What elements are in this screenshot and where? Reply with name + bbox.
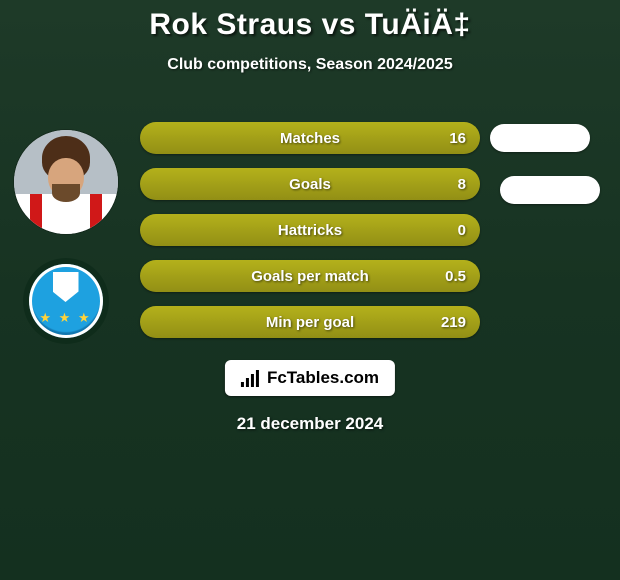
generated-date: 21 december 2024	[0, 414, 620, 434]
stat-value: 16	[449, 122, 466, 154]
stat-value: 219	[441, 306, 466, 338]
stat-label: Min per goal	[140, 306, 480, 338]
stat-label: Goals	[140, 168, 480, 200]
comparison-card: Rok Straus vs TuÄiÄ‡ Club competitions, …	[0, 0, 620, 580]
club-crest: ★ ★ ★	[23, 258, 109, 344]
opponent-pill	[500, 176, 600, 204]
stats-list: Matches 16 Goals 8 Hattricks 0 Goals per…	[140, 122, 480, 352]
stat-label: Goals per match	[140, 260, 480, 292]
opponent-column	[490, 122, 600, 204]
stat-value: 0.5	[445, 260, 466, 292]
stat-label: Matches	[140, 122, 480, 154]
stat-row-matches: Matches 16	[140, 122, 480, 154]
opponent-pill	[490, 124, 590, 152]
stat-value: 8	[458, 168, 466, 200]
stat-row-min-per-goal: Min per goal 219	[140, 306, 480, 338]
page-title: Rok Straus vs TuÄiÄ‡	[0, 0, 620, 42]
stat-row-goals-per-match: Goals per match 0.5	[140, 260, 480, 292]
brand-text: FcTables.com	[267, 368, 379, 388]
stat-row-hattricks: Hattricks 0	[140, 214, 480, 246]
stat-row-goals: Goals 8	[140, 168, 480, 200]
subtitle: Club competitions, Season 2024/2025	[0, 56, 620, 74]
player-avatar	[14, 130, 118, 234]
brand-link[interactable]: FcTables.com	[225, 360, 395, 396]
bar-chart-icon	[241, 369, 259, 387]
avatar-column: ★ ★ ★	[8, 130, 123, 344]
stat-value: 0	[458, 214, 466, 246]
star-icon: ★ ★ ★	[23, 310, 109, 326]
stat-label: Hattricks	[140, 214, 480, 246]
